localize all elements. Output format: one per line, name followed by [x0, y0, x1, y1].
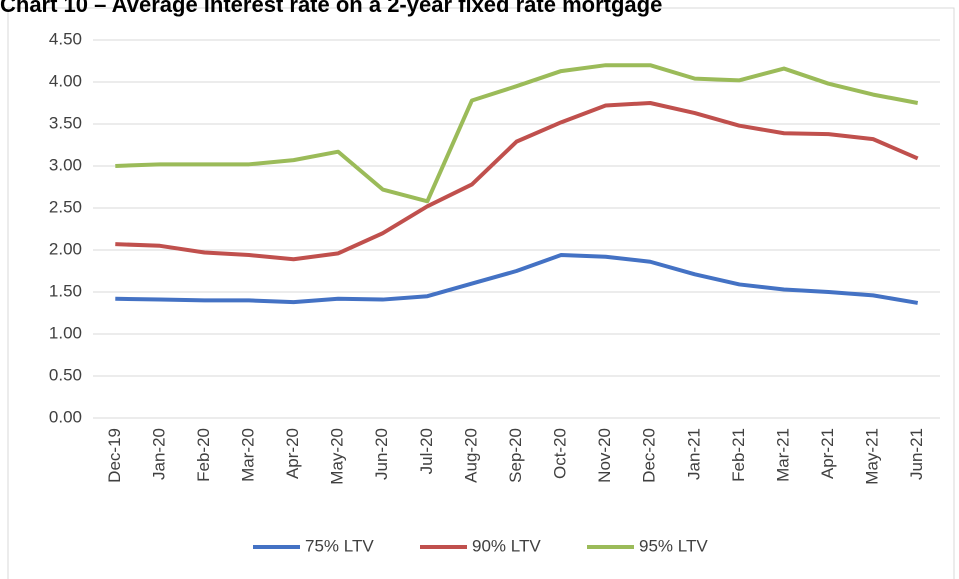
x-tick-label: Feb-21 — [729, 428, 748, 482]
x-tick-label: Sep-20 — [506, 428, 525, 483]
y-tick-label: 3.50 — [49, 113, 82, 132]
x-tick-label: Jun-21 — [907, 428, 926, 480]
x-tick-label: May-20 — [328, 428, 347, 485]
x-tick-label: Dec-19 — [105, 428, 124, 483]
series-line — [115, 253, 919, 305]
y-tick-label: 0.50 — [49, 365, 82, 384]
x-tick-label: Feb-20 — [194, 428, 213, 482]
x-tick-label: May-21 — [863, 428, 882, 485]
legend-label: 75% LTV — [305, 536, 374, 555]
y-tick-label: 2.00 — [49, 239, 82, 258]
legend-label: 95% LTV — [639, 536, 708, 555]
chart-border — [7, 7, 955, 579]
x-tick-label: Jul-20 — [417, 428, 436, 474]
y-tick-label: 4.00 — [49, 71, 82, 90]
y-tick-label: 4.50 — [49, 29, 82, 48]
y-tick-label: 1.00 — [49, 323, 82, 342]
x-tick-label: Jan-21 — [684, 428, 703, 480]
x-tick-label: Aug-20 — [461, 428, 480, 483]
x-tick-label: Jun-20 — [372, 428, 391, 480]
y-tick-label: 2.50 — [49, 197, 82, 216]
x-tick-label: Jan-20 — [149, 428, 168, 480]
x-tick-label: Mar-21 — [773, 428, 792, 482]
series-line — [115, 101, 919, 262]
x-tick-label: Mar-20 — [239, 428, 258, 482]
y-tick-label: 0.00 — [49, 407, 82, 426]
x-tick-label: Nov-20 — [595, 428, 614, 483]
chart-title: Chart 10 – Average interest rate on a 2-… — [0, 0, 662, 17]
x-tick-label: Dec-20 — [640, 428, 659, 483]
x-tick-label: Apr-21 — [818, 428, 837, 479]
series-line — [115, 63, 919, 204]
x-tick-label: Apr-20 — [283, 428, 302, 479]
y-tick-label: 3.00 — [49, 155, 82, 174]
x-tick-label: Oct-20 — [551, 428, 570, 479]
legend-label: 90% LTV — [472, 536, 541, 555]
y-tick-label: 1.50 — [49, 281, 82, 300]
